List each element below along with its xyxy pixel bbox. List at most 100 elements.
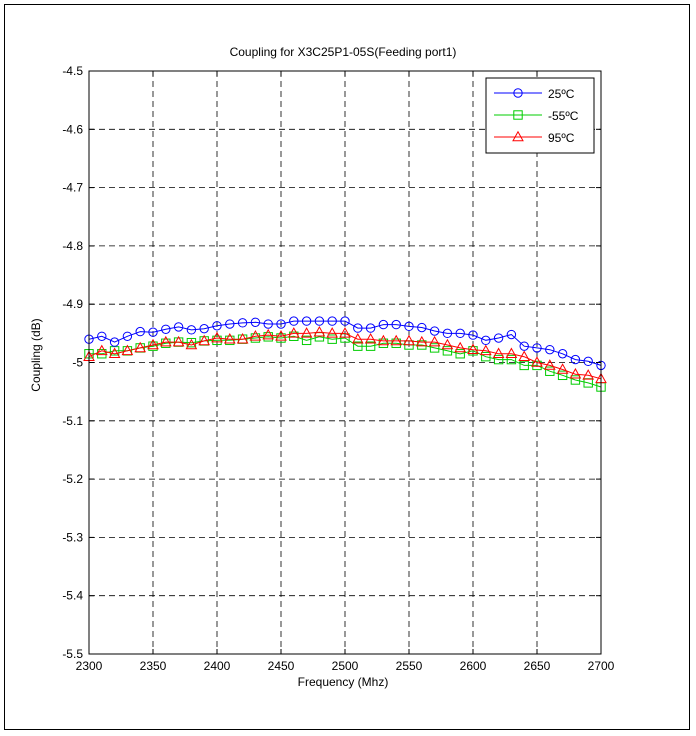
x-axis-label: Frequency (Mhz) xyxy=(298,675,389,689)
y-tick-label: -4.9 xyxy=(62,297,83,311)
series-triangle xyxy=(83,325,607,384)
data-point xyxy=(250,317,261,327)
y-tick-label: -5.1 xyxy=(62,414,83,428)
data-point xyxy=(492,347,505,359)
data-point xyxy=(225,335,235,346)
data-point xyxy=(545,366,555,376)
data-point xyxy=(314,316,325,326)
data-point xyxy=(518,350,531,361)
legend-marker xyxy=(513,110,523,120)
data-point xyxy=(454,341,467,353)
data-point xyxy=(543,359,556,370)
legend-label: -55ºC xyxy=(548,109,579,123)
x-tick-label: 2300 xyxy=(76,659,103,673)
data-point xyxy=(415,335,428,347)
data-point xyxy=(519,360,529,371)
data-point xyxy=(364,332,377,344)
data-point xyxy=(212,321,222,331)
data-point xyxy=(262,328,275,340)
data-point xyxy=(442,346,453,356)
data-point xyxy=(289,316,299,326)
data-point xyxy=(557,370,568,381)
data-point xyxy=(327,316,337,326)
data-point xyxy=(570,375,581,385)
data-point xyxy=(441,338,454,350)
data-point xyxy=(134,341,147,353)
data-point xyxy=(287,327,300,338)
data-point xyxy=(390,334,403,346)
data-point xyxy=(135,326,145,337)
data-point xyxy=(237,318,248,328)
data-point xyxy=(468,346,478,356)
data-point xyxy=(122,331,133,341)
data-point xyxy=(173,322,184,332)
x-tick-label: 2600 xyxy=(460,659,487,673)
legend-label: 95ºC xyxy=(548,131,575,145)
data-point xyxy=(147,338,159,350)
data-point xyxy=(481,351,491,362)
legend-marker xyxy=(512,130,524,142)
data-point xyxy=(121,344,134,356)
y-tick-label: -5.3 xyxy=(62,530,83,544)
x-tick-label: 2550 xyxy=(396,659,423,673)
data-point xyxy=(326,327,339,338)
axes-box xyxy=(88,70,602,655)
data-point xyxy=(505,347,518,359)
data-point xyxy=(351,332,364,344)
x-tick-label: 2650 xyxy=(524,659,551,673)
data-point xyxy=(532,343,542,353)
data-point xyxy=(327,334,337,344)
data-point xyxy=(225,319,235,329)
data-point xyxy=(185,338,198,350)
data-point xyxy=(211,331,223,343)
data-point xyxy=(404,321,414,332)
data-point xyxy=(493,333,504,343)
data-point xyxy=(377,334,390,346)
chart-title: Coupling for X3C25P1-05S(Feeding port1) xyxy=(230,45,457,59)
data-point xyxy=(519,341,529,351)
series-circle xyxy=(84,316,606,371)
data-point xyxy=(570,354,581,365)
data-point xyxy=(455,328,465,339)
x-tick-label: 2350 xyxy=(140,659,167,673)
data-point xyxy=(353,341,363,351)
data-point xyxy=(339,327,351,338)
data-point xyxy=(531,356,543,367)
data-point xyxy=(391,319,401,330)
data-point xyxy=(95,344,108,356)
data-point xyxy=(276,319,286,329)
data-point xyxy=(569,367,582,379)
data-point xyxy=(199,323,209,334)
data-point xyxy=(365,323,376,333)
data-point xyxy=(479,344,492,356)
y-axis-label: Coupling (dB) xyxy=(29,318,43,391)
data-point xyxy=(365,341,376,351)
data-point xyxy=(313,325,326,337)
x-tick-label: 2400 xyxy=(204,659,231,673)
data-point xyxy=(161,324,171,334)
data-point xyxy=(223,332,236,344)
y-tick-label: -5.4 xyxy=(62,589,83,603)
data-point xyxy=(186,337,197,348)
y-tick-label: -4.6 xyxy=(62,122,83,136)
data-point xyxy=(468,330,478,340)
data-point xyxy=(481,335,491,346)
data-point xyxy=(442,328,453,339)
data-point xyxy=(172,335,185,347)
data-point xyxy=(545,344,555,355)
y-tick-label: -5 xyxy=(72,356,83,370)
series-line xyxy=(88,331,602,380)
data-point xyxy=(583,356,593,367)
y-tick-label: -4.5 xyxy=(62,64,83,78)
data-point xyxy=(249,330,262,341)
data-point xyxy=(429,343,440,353)
data-point xyxy=(148,327,158,337)
data-point xyxy=(557,349,568,359)
data-point xyxy=(506,354,517,365)
y-tick-label: -4.8 xyxy=(62,239,83,253)
data-point xyxy=(186,325,197,335)
y-tick-label: -5.2 xyxy=(62,472,83,486)
data-point xyxy=(506,329,517,340)
data-point xyxy=(493,354,504,365)
